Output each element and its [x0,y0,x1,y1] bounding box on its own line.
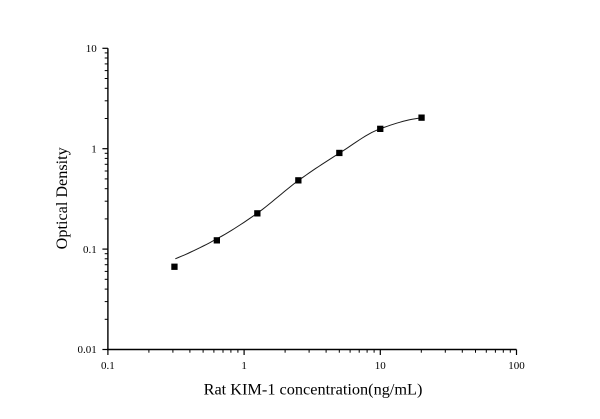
svg-text:Rat KIM-1 concentration(ng/mL): Rat KIM-1 concentration(ng/mL) [204,380,423,399]
svg-text:0.1: 0.1 [101,360,115,372]
svg-text:0.01: 0.01 [78,344,97,356]
svg-text:Optical Density: Optical Density [53,146,71,249]
svg-text:0.1: 0.1 [83,244,97,256]
svg-text:10: 10 [86,43,98,55]
svg-text:1: 1 [91,143,97,155]
svg-text:1: 1 [241,360,247,372]
svg-text:10: 10 [375,360,387,372]
svg-text:100: 100 [508,360,525,372]
